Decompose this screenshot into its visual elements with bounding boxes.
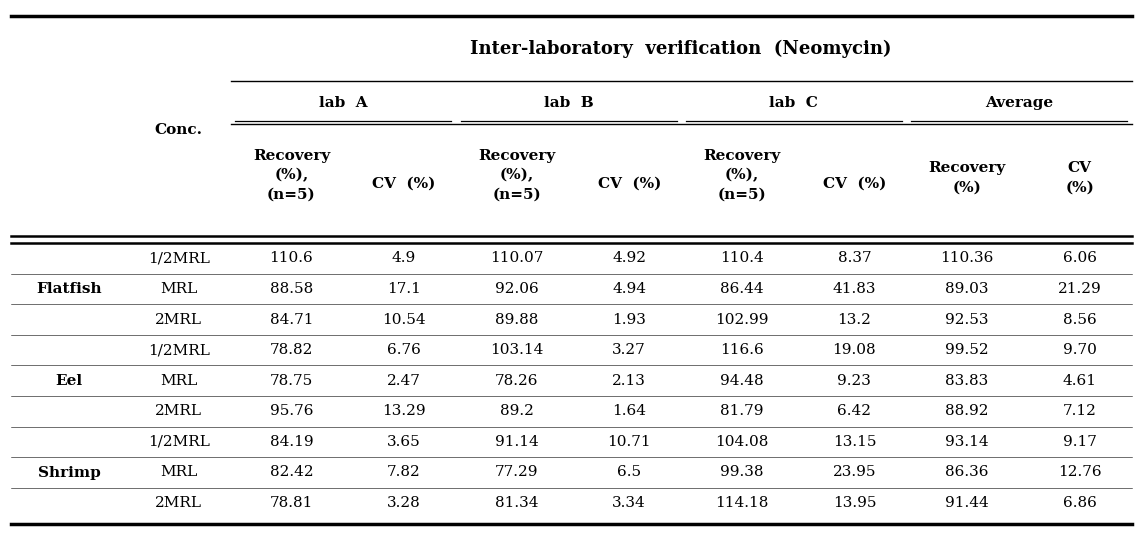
- Text: 8.37: 8.37: [838, 251, 871, 265]
- Text: 1.64: 1.64: [613, 404, 646, 418]
- Text: 84.19: 84.19: [270, 435, 313, 449]
- Text: 93.14: 93.14: [945, 435, 989, 449]
- Text: 84.71: 84.71: [270, 313, 313, 327]
- Text: 89.2: 89.2: [499, 404, 534, 418]
- Text: 8.56: 8.56: [1063, 313, 1096, 327]
- Text: 83.83: 83.83: [945, 374, 989, 388]
- Text: 21.29: 21.29: [1057, 282, 1102, 296]
- Text: 110.6: 110.6: [270, 251, 313, 265]
- Text: 3.65: 3.65: [387, 435, 421, 449]
- Text: 6.5: 6.5: [617, 465, 641, 480]
- Text: 78.82: 78.82: [270, 343, 313, 357]
- Text: 92.06: 92.06: [495, 282, 538, 296]
- Text: 7.12: 7.12: [1063, 404, 1096, 418]
- Text: 110.36: 110.36: [941, 251, 993, 265]
- Text: 6.06: 6.06: [1063, 251, 1096, 265]
- Text: 86.36: 86.36: [945, 465, 989, 480]
- Text: 9.23: 9.23: [838, 374, 871, 388]
- Text: 1/2MRL: 1/2MRL: [147, 343, 210, 357]
- Text: 17.1: 17.1: [387, 282, 421, 296]
- Text: Recovery
(%),
(n=5): Recovery (%), (n=5): [703, 149, 781, 202]
- Text: 89.88: 89.88: [495, 313, 538, 327]
- Text: 4.94: 4.94: [613, 282, 646, 296]
- Text: 99.52: 99.52: [945, 343, 989, 357]
- Text: 6.76: 6.76: [387, 343, 421, 357]
- Text: 2.47: 2.47: [387, 374, 421, 388]
- Text: 10.71: 10.71: [607, 435, 652, 449]
- Text: lab  C: lab C: [769, 96, 818, 110]
- Text: Recovery
(%): Recovery (%): [928, 161, 1006, 195]
- Text: 89.03: 89.03: [945, 282, 989, 296]
- Text: Shrimp: Shrimp: [38, 465, 101, 480]
- Text: 92.53: 92.53: [945, 313, 989, 327]
- Text: Inter-laboratory  verification  (Neomycin): Inter-laboratory verification (Neomycin): [471, 39, 892, 58]
- Text: 82.42: 82.42: [270, 465, 313, 480]
- Text: 110.4: 110.4: [720, 251, 764, 265]
- Text: 13.95: 13.95: [832, 496, 877, 510]
- Text: MRL: MRL: [160, 374, 198, 388]
- Text: 13.2: 13.2: [838, 313, 871, 327]
- Text: 95.76: 95.76: [270, 404, 313, 418]
- Text: 13.15: 13.15: [832, 435, 877, 449]
- Text: CV  (%): CV (%): [373, 177, 435, 191]
- Text: 91.44: 91.44: [945, 496, 989, 510]
- Text: CV  (%): CV (%): [823, 177, 886, 191]
- Text: 116.6: 116.6: [720, 343, 764, 357]
- Text: 99.38: 99.38: [720, 465, 764, 480]
- Text: 6.42: 6.42: [838, 404, 871, 418]
- Text: 9.70: 9.70: [1063, 343, 1096, 357]
- Text: 78.81: 78.81: [270, 496, 313, 510]
- Text: Conc.: Conc.: [154, 123, 202, 137]
- Text: 86.44: 86.44: [720, 282, 764, 296]
- Text: Average: Average: [985, 96, 1053, 110]
- Text: 78.75: 78.75: [270, 374, 313, 388]
- Text: 103.14: 103.14: [490, 343, 543, 357]
- Text: 10.54: 10.54: [382, 313, 426, 327]
- Text: lab  A: lab A: [319, 96, 368, 110]
- Text: 1.93: 1.93: [613, 313, 646, 327]
- Text: 13.29: 13.29: [382, 404, 426, 418]
- Text: 81.79: 81.79: [720, 404, 764, 418]
- Text: 9.17: 9.17: [1063, 435, 1096, 449]
- Text: 3.28: 3.28: [387, 496, 421, 510]
- Text: CV
(%): CV (%): [1065, 161, 1094, 195]
- Text: 2MRL: 2MRL: [155, 496, 202, 510]
- Text: 102.99: 102.99: [716, 313, 768, 327]
- Text: 3.34: 3.34: [613, 496, 646, 510]
- Text: 19.08: 19.08: [832, 343, 877, 357]
- Text: 94.48: 94.48: [720, 374, 764, 388]
- Text: 88.58: 88.58: [270, 282, 313, 296]
- Text: 110.07: 110.07: [490, 251, 543, 265]
- Text: 23.95: 23.95: [832, 465, 877, 480]
- Text: 1/2MRL: 1/2MRL: [147, 435, 210, 449]
- Text: 3.27: 3.27: [613, 343, 646, 357]
- Text: 4.92: 4.92: [613, 251, 646, 265]
- Text: 2.13: 2.13: [613, 374, 646, 388]
- Text: 104.08: 104.08: [716, 435, 768, 449]
- Text: MRL: MRL: [160, 465, 198, 480]
- Text: MRL: MRL: [160, 282, 198, 296]
- Text: lab  B: lab B: [544, 96, 593, 110]
- Text: 81.34: 81.34: [495, 496, 538, 510]
- Text: Recovery
(%),
(n=5): Recovery (%), (n=5): [478, 149, 555, 202]
- Text: 88.92: 88.92: [945, 404, 989, 418]
- Text: Recovery
(%),
(n=5): Recovery (%), (n=5): [253, 149, 330, 202]
- Text: 78.26: 78.26: [495, 374, 538, 388]
- Text: CV  (%): CV (%): [598, 177, 661, 191]
- Text: 6.86: 6.86: [1063, 496, 1096, 510]
- Text: 7.82: 7.82: [387, 465, 421, 480]
- Text: 114.18: 114.18: [716, 496, 768, 510]
- Text: 1/2MRL: 1/2MRL: [147, 251, 210, 265]
- Text: 2MRL: 2MRL: [155, 404, 202, 418]
- Text: Flatfish: Flatfish: [37, 282, 102, 296]
- Text: 2MRL: 2MRL: [155, 313, 202, 327]
- Text: 12.76: 12.76: [1057, 465, 1102, 480]
- Text: 77.29: 77.29: [495, 465, 538, 480]
- Text: 91.14: 91.14: [495, 435, 538, 449]
- Text: Eel: Eel: [56, 374, 82, 388]
- Text: 41.83: 41.83: [832, 282, 877, 296]
- Text: 4.9: 4.9: [392, 251, 416, 265]
- Text: 4.61: 4.61: [1063, 374, 1096, 388]
